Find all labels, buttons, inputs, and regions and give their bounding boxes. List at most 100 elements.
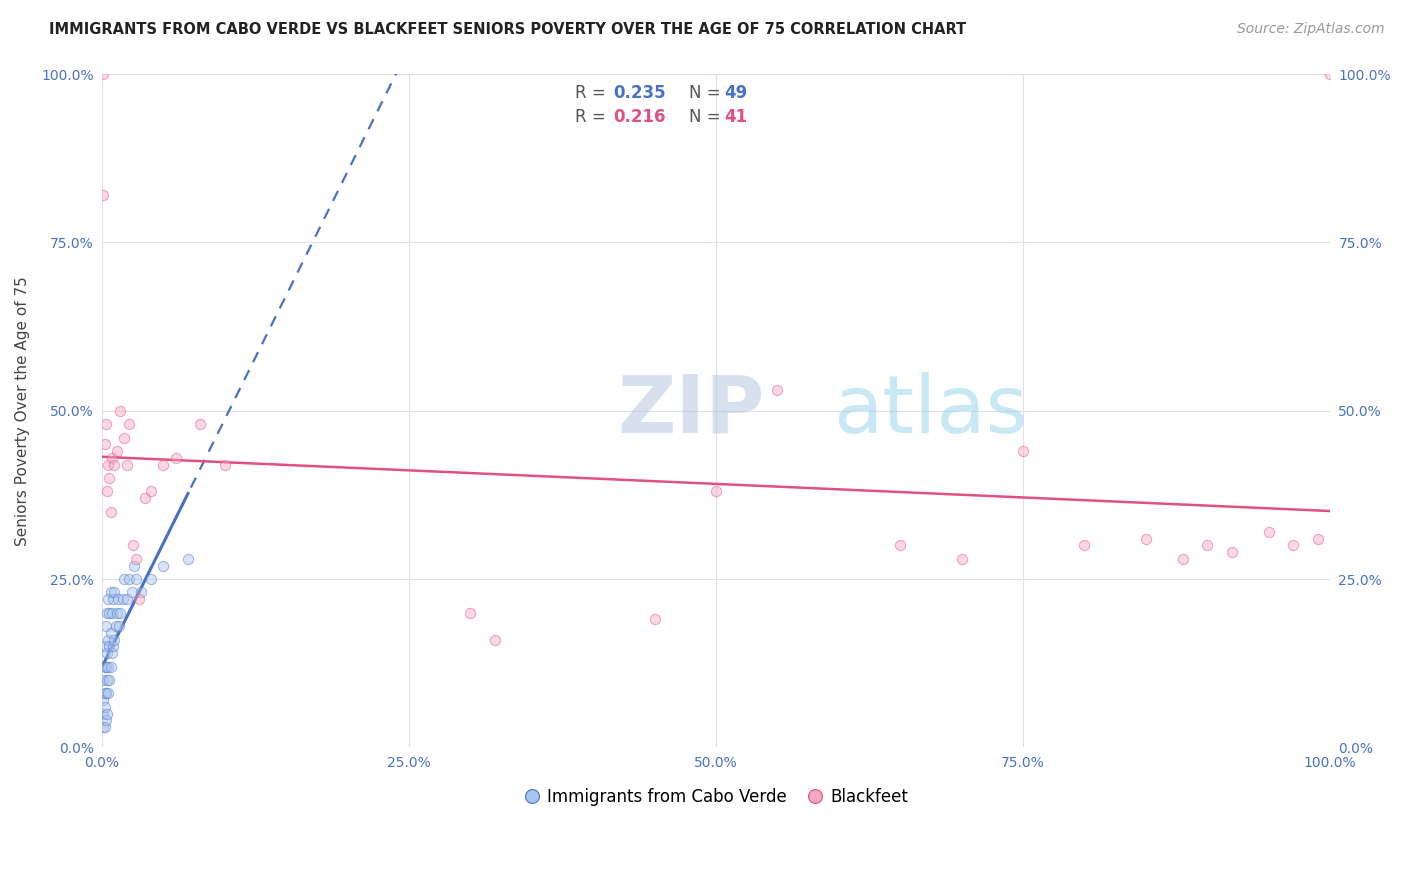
- Point: [101, 606, 124, 620]
- Text: atlas: atlas: [832, 372, 1028, 450]
- Text: 41: 41: [724, 108, 748, 126]
- Point: [97, 659, 120, 673]
- Point: [1012, 444, 1035, 458]
- Point: [644, 612, 666, 626]
- Text: 0.216: 0.216: [613, 108, 665, 126]
- Point: [1319, 67, 1341, 81]
- Point: [97, 632, 120, 647]
- Point: [91, 693, 114, 707]
- Point: [93, 437, 115, 451]
- Point: [100, 659, 122, 673]
- Text: R =: R =: [575, 84, 610, 102]
- Point: [1135, 532, 1157, 546]
- Point: [98, 640, 121, 654]
- Point: [131, 585, 153, 599]
- Point: [165, 450, 187, 465]
- Text: N =: N =: [689, 108, 725, 126]
- Point: [103, 458, 125, 472]
- Y-axis label: Seniors Poverty Over the Age of 75: Seniors Poverty Over the Age of 75: [15, 276, 30, 546]
- Point: [115, 592, 138, 607]
- Point: [101, 450, 124, 465]
- Point: [101, 592, 124, 607]
- Point: [104, 619, 127, 633]
- Point: [93, 686, 115, 700]
- Point: [94, 619, 117, 633]
- Point: [950, 551, 973, 566]
- Point: [96, 673, 118, 687]
- Point: [766, 384, 789, 398]
- Point: [122, 558, 145, 573]
- Point: [101, 640, 124, 654]
- Point: [115, 458, 138, 472]
- Text: 0.235: 0.235: [613, 84, 665, 102]
- Point: [125, 551, 148, 566]
- Point: [889, 538, 911, 552]
- Point: [112, 431, 135, 445]
- Point: [91, 673, 114, 687]
- Point: [121, 585, 143, 599]
- Point: [1171, 551, 1194, 566]
- Point: [91, 188, 114, 202]
- Point: [111, 592, 134, 607]
- Point: [118, 417, 141, 432]
- Point: [177, 551, 200, 566]
- Point: [141, 484, 163, 499]
- Text: Source: ZipAtlas.com: Source: ZipAtlas.com: [1237, 22, 1385, 37]
- Point: [94, 714, 117, 728]
- Point: [101, 646, 124, 660]
- Point: [96, 606, 118, 620]
- Point: [188, 417, 211, 432]
- Point: [112, 572, 135, 586]
- Point: [93, 659, 115, 673]
- Text: IMMIGRANTS FROM CABO VERDE VS BLACKFEET SENIORS POVERTY OVER THE AGE OF 75 CORRE: IMMIGRANTS FROM CABO VERDE VS BLACKFEET …: [49, 22, 966, 37]
- Point: [97, 458, 120, 472]
- Point: [105, 444, 128, 458]
- Legend: Immigrants from Cabo Verde, Blackfeet: Immigrants from Cabo Verde, Blackfeet: [517, 781, 915, 814]
- Point: [98, 673, 121, 687]
- Point: [96, 706, 118, 721]
- Point: [94, 417, 117, 432]
- Point: [128, 592, 150, 607]
- Point: [100, 585, 122, 599]
- Text: N =: N =: [689, 84, 725, 102]
- Text: ZIP: ZIP: [617, 372, 765, 450]
- Point: [704, 484, 727, 499]
- Point: [1306, 532, 1329, 546]
- Point: [91, 67, 114, 81]
- Point: [93, 700, 115, 714]
- Point: [484, 632, 506, 647]
- Point: [460, 606, 482, 620]
- Point: [107, 592, 129, 607]
- Point: [1257, 524, 1279, 539]
- Point: [110, 403, 132, 417]
- Point: [1197, 538, 1219, 552]
- Point: [110, 606, 132, 620]
- Point: [97, 686, 120, 700]
- Point: [94, 659, 117, 673]
- Point: [98, 606, 121, 620]
- Point: [94, 686, 117, 700]
- Point: [152, 558, 174, 573]
- Point: [103, 585, 125, 599]
- Point: [1220, 545, 1243, 559]
- Point: [141, 572, 163, 586]
- Point: [93, 640, 115, 654]
- Point: [152, 458, 174, 472]
- Text: R =: R =: [575, 108, 610, 126]
- Point: [91, 720, 114, 734]
- Point: [97, 592, 120, 607]
- Point: [121, 538, 143, 552]
- Point: [93, 720, 115, 734]
- Point: [1073, 538, 1095, 552]
- Point: [100, 505, 122, 519]
- Point: [108, 619, 131, 633]
- Point: [98, 471, 121, 485]
- Point: [134, 491, 156, 506]
- Point: [125, 572, 148, 586]
- Point: [105, 606, 128, 620]
- Point: [214, 458, 236, 472]
- Point: [1282, 538, 1305, 552]
- Point: [100, 626, 122, 640]
- Point: [103, 632, 125, 647]
- Text: 49: 49: [724, 84, 748, 102]
